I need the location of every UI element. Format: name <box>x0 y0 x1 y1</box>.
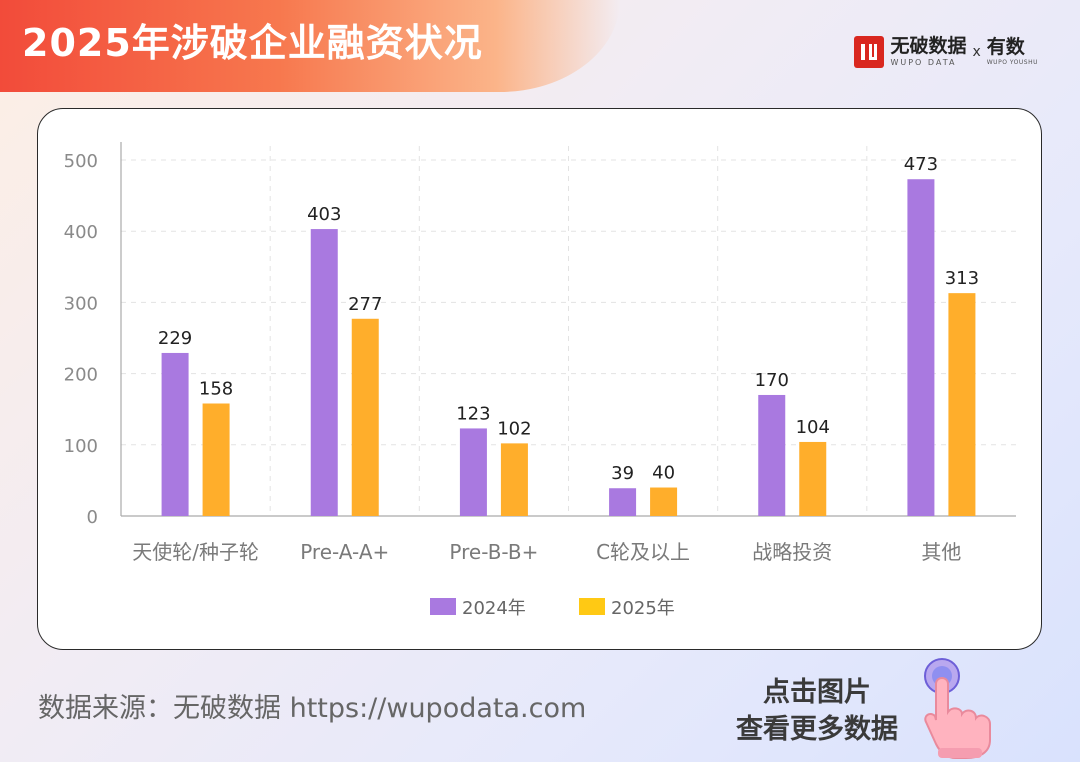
legend-label: 2024年 <box>462 598 526 619</box>
y-tick-label: 100 <box>64 436 98 457</box>
y-tick-label: 200 <box>64 365 98 386</box>
data-label: 277 <box>348 294 382 315</box>
y-tick-label: 400 <box>64 222 98 243</box>
data-label: 123 <box>456 403 490 424</box>
bar <box>650 487 678 516</box>
bar <box>161 352 189 516</box>
y-tick-label: 300 <box>64 293 98 314</box>
brand-logo: 无破数据 WUPO DATA x 有数 WUPO YOUSHU <box>854 36 1038 68</box>
data-label: 473 <box>904 154 938 175</box>
data-label: 229 <box>158 328 192 349</box>
y-tick-label: 500 <box>64 151 98 172</box>
pointing-hand-icon[interactable] <box>918 656 1000 760</box>
data-label: 40 <box>652 463 675 484</box>
title-banner: 2025年涉破企业融资状况 <box>0 0 620 92</box>
cta-line-1: 点击图片 <box>763 677 871 708</box>
bar <box>758 394 786 516</box>
data-source: 数据来源：无破数据 https://wupodata.com <box>38 693 587 724</box>
x-tick-label: 战略投资 <box>752 540 832 564</box>
y-tick-label: 0 <box>87 507 98 528</box>
wupo-logo-icon <box>854 36 885 68</box>
x-tick-label: 其他 <box>921 540 961 564</box>
legend-label: 2025年 <box>611 598 675 619</box>
brand-separator: x <box>972 44 981 60</box>
partner-name-en: WUPO YOUSHU <box>986 59 1038 66</box>
view-more-link[interactable]: 点击图片 查看更多数据 <box>722 674 912 748</box>
data-label: 39 <box>611 463 634 484</box>
partner-name: 有数 <box>986 36 1025 58</box>
bar <box>799 441 827 516</box>
bar <box>310 229 338 516</box>
bar <box>351 318 379 516</box>
page-title: 2025年涉破企业融资状况 <box>22 21 483 65</box>
data-label: 313 <box>945 268 979 289</box>
brand-name-en: WUPO DATA <box>890 58 957 67</box>
data-label: 104 <box>796 417 830 438</box>
bar <box>609 488 637 516</box>
data-label: 170 <box>755 370 789 391</box>
legend-swatch <box>430 598 456 615</box>
bar <box>500 443 528 516</box>
x-tick-label: 天使轮/种子轮 <box>132 540 259 564</box>
cta-line-2: 查看更多数据 <box>736 714 898 745</box>
x-tick-label: Pre-B-B+ <box>449 540 538 564</box>
bar <box>459 428 487 516</box>
bar <box>948 293 976 516</box>
data-label: 403 <box>307 204 341 225</box>
data-label: 102 <box>497 418 531 439</box>
x-tick-label: Pre-A-A+ <box>300 540 389 564</box>
legend-swatch <box>579 598 605 615</box>
brand-name: 无破数据 <box>890 35 967 57</box>
bar-chart: 0 100 200 300 400 500 229 158 天使轮/种子轮 403 277 Pre-A… <box>64 142 1016 619</box>
data-label: 158 <box>199 379 233 400</box>
x-tick-label: C轮及以上 <box>596 540 690 564</box>
bar <box>907 179 935 516</box>
chart-card: 0 100 200 300 400 500 229 158 天使轮/种子轮 403 277 Pre-A… <box>37 108 1042 650</box>
bar <box>202 403 230 516</box>
